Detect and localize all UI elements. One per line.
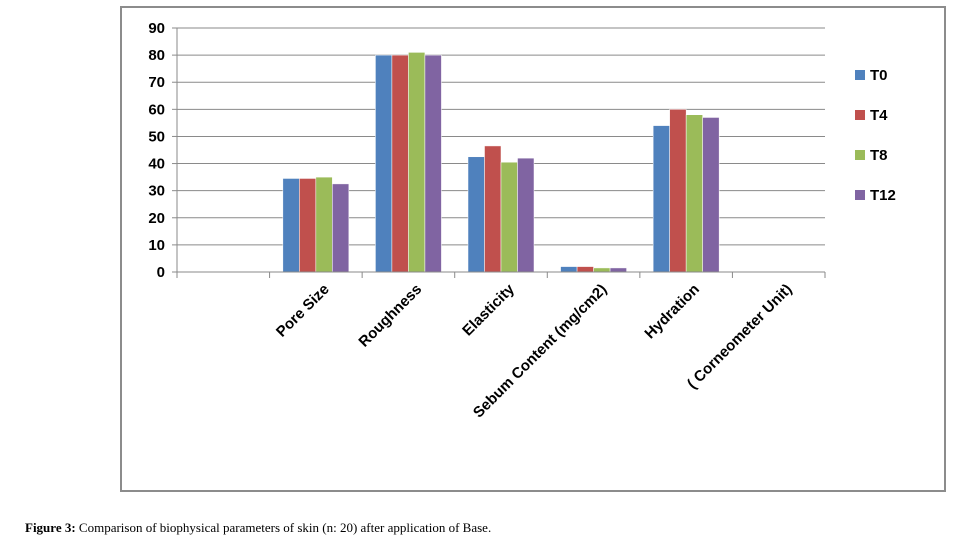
category-label: Hydration bbox=[641, 281, 703, 343]
bar-t4 bbox=[669, 109, 687, 273]
bar-t8 bbox=[500, 161, 518, 273]
category-label: Elasticity bbox=[459, 280, 518, 339]
caption-label: Figure 3: bbox=[25, 520, 76, 535]
bars bbox=[282, 52, 720, 273]
y-tick-labels: 0 10 20 30 40 50 60 70 80 90 bbox=[148, 20, 165, 281]
axes bbox=[172, 27, 826, 278]
y-tick-label: 60 bbox=[148, 101, 165, 118]
legend-swatch-t8 bbox=[855, 150, 865, 160]
bar-t8 bbox=[315, 176, 333, 273]
bar-t12 bbox=[702, 117, 720, 273]
legend-label-t12: T12 bbox=[870, 187, 896, 204]
bar-t4 bbox=[391, 54, 409, 273]
bar-t12 bbox=[424, 54, 442, 273]
y-tick-label: 10 bbox=[148, 237, 165, 254]
legend-label-t4: T4 bbox=[870, 107, 888, 124]
bar-t8 bbox=[593, 267, 611, 273]
y-tick-label: 70 bbox=[148, 74, 165, 91]
category-label: Pore Size bbox=[273, 281, 333, 341]
bar-t4 bbox=[299, 178, 317, 273]
chart-frame: 0 10 20 30 40 50 60 70 80 90 Pore Size Roughness El… bbox=[120, 6, 946, 492]
y-tick-label: 50 bbox=[148, 128, 165, 145]
category-label: ( Corneometer Unit) bbox=[684, 281, 796, 393]
bar-t0 bbox=[375, 54, 393, 273]
legend-label-t0: T0 bbox=[870, 67, 888, 84]
legend-swatch-t12 bbox=[855, 190, 865, 200]
legend-swatch-t4 bbox=[855, 110, 865, 120]
bar-t0 bbox=[282, 178, 300, 273]
y-tick-label: 90 bbox=[148, 20, 165, 37]
legend-label-t8: T8 bbox=[870, 147, 888, 164]
legend: T0 T4 T8 T12 bbox=[855, 67, 896, 204]
y-tick-label: 20 bbox=[148, 210, 165, 227]
bar-t4 bbox=[484, 145, 502, 273]
bar-t0 bbox=[560, 266, 578, 273]
y-tick-label: 80 bbox=[148, 47, 165, 64]
bar-t4 bbox=[576, 266, 594, 273]
figure-caption: Figure 3: Comparison of biophysical para… bbox=[25, 520, 491, 536]
bar-t12 bbox=[517, 157, 535, 273]
legend-swatch-t0 bbox=[855, 70, 865, 80]
bar-t8 bbox=[408, 52, 426, 273]
y-tick-label: 0 bbox=[157, 264, 165, 281]
category-label: Roughness bbox=[355, 281, 425, 351]
bar-t8 bbox=[685, 114, 703, 273]
bar-t0 bbox=[652, 125, 670, 273]
y-tick-label: 40 bbox=[148, 156, 165, 173]
bar-t0 bbox=[467, 156, 485, 273]
y-tick-label: 30 bbox=[148, 183, 165, 200]
caption-text: Comparison of biophysical parameters of … bbox=[75, 520, 492, 535]
bar-t12 bbox=[609, 267, 627, 273]
bar-t12 bbox=[332, 183, 350, 273]
bar-chart: 0 10 20 30 40 50 60 70 80 90 Pore Size Roughness El… bbox=[148, 20, 896, 421]
